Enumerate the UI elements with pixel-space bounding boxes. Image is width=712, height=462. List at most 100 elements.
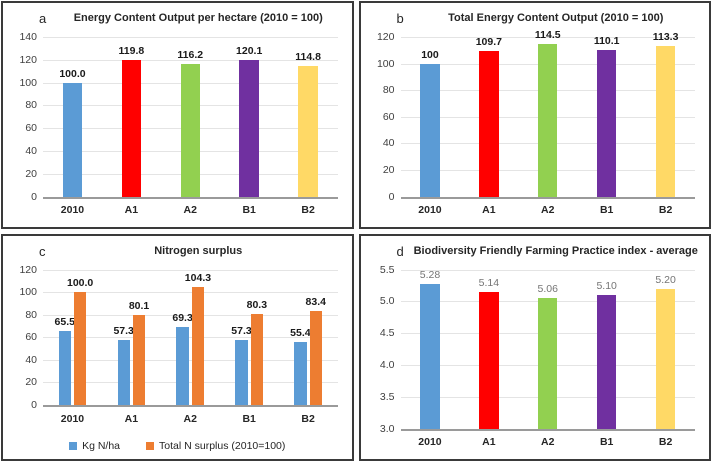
panel-label-b: b (396, 11, 404, 26)
y-axis-tick-label: 80 (382, 84, 395, 97)
bar-value-label: 100.0 (59, 67, 86, 80)
gridline (43, 269, 338, 271)
legend-swatch (146, 442, 155, 450)
bar-Biodiversity Friendly Farming Practice index-B2: 5.20 (655, 274, 676, 429)
y-axis-tick-label: 5.0 (379, 295, 395, 308)
x-axis-label-B2: B2 (658, 203, 673, 216)
x-axis-label-B2: B2 (301, 203, 315, 216)
category-slot-B2: 114.8 (279, 37, 338, 197)
y-axis-tick-label: 100 (19, 286, 37, 299)
bar-value-label: 69.3 (172, 311, 193, 324)
bar-value-label: 80.1 (128, 299, 150, 312)
bar-Total N surplus (2010=100)-A1: 80.1 (129, 300, 149, 405)
x-axis-label-A2: A2 (183, 413, 197, 425)
chart-panel-c: c Nitrogen surplus 0 20 40 60 80 100 120 65.5 10… (1, 233, 354, 461)
y-axis-tick-label: 60 (25, 331, 37, 344)
bar-Total Energy Content Output-B2: 113.3 (653, 31, 678, 197)
x-axis-label-B2: B2 (301, 413, 315, 425)
category-slot-2010: 100 (401, 37, 460, 197)
panel-label-a: a (39, 11, 47, 26)
bar-value-label: 5.14 (478, 277, 500, 290)
category-slot-2010: 100.0 (43, 37, 102, 197)
bar-value-label: 5.28 (419, 268, 441, 281)
category-slot-B2: 5.20 (636, 270, 695, 429)
y-axis-tick-label: 3.5 (379, 391, 395, 404)
x-axis-label-A1: A1 (482, 436, 496, 448)
plot-area-d: 3.0 3.5 4.0 4.5 5.0 5.5 5.28 5.14 5.06 5.10 5.20 (380, 264, 695, 435)
chart-title-c: Nitrogen surplus (154, 244, 243, 257)
bar-Total Energy Content Output-2010: 100 (420, 49, 440, 197)
plot-area-c: 0 20 40 60 80 100 120 65.5 100.0 57.3 80.1 69.3 104.… (19, 264, 338, 411)
bar-Energy Content Output per hectare-B2: 114.8 (295, 51, 321, 197)
bar-Kg N/ha-A2: 69.3 (172, 312, 193, 405)
x-axis-labels-d: 2010 A1 A2 B1 B2 (401, 436, 696, 452)
category-slot-A2: 5.06 (518, 270, 577, 429)
x-axis-labels-c: 2010 A1 A2 B1 B2 (43, 413, 338, 429)
x-axis-label-A1: A1 (124, 203, 139, 216)
bar-value-label: 5.06 (537, 282, 558, 295)
gridline (400, 269, 695, 271)
y-axis-tick-label: 4.0 (379, 359, 395, 372)
category-slot-A1: 57.3 80.1 (102, 270, 161, 405)
x-axis-label-B1: B1 (242, 413, 256, 425)
plot-area-b: 0 20 40 60 80 100 120 100 109.7 114.5 110.1 113.3 (377, 29, 696, 203)
y-axis-tick-label: 100 (19, 76, 37, 89)
bar-value-label: 5.20 (655, 273, 676, 286)
category-slot-A2: 114.5 (518, 29, 577, 197)
x-axis-labels-a: 2010 A1 A2 B1 B2 (43, 204, 338, 220)
y-axis-tick-label: 20 (25, 376, 37, 389)
category-slot-B1: 57.3 80.3 (220, 270, 279, 405)
bar-Energy Content Output per hectare-2010: 100.0 (59, 68, 86, 197)
bar-value-label: 57.3 (231, 325, 252, 338)
bar-value-label: 104.3 (184, 272, 212, 285)
bar-Kg N/ha-B1: 57.3 (231, 325, 252, 405)
legend-item-Total N surplus (2010=100): Total N surplus (2010=100) (146, 440, 285, 452)
panel-label-d: d (396, 243, 404, 259)
y-axis-tick-label: 80 (25, 99, 37, 112)
category-slot-B2: 113.3 (636, 31, 695, 197)
legend-label: Total N surplus (2010=100) (159, 440, 286, 452)
gridline (43, 37, 338, 38)
chart-title-d: Biodiversity Friendly Farming Practice i… (413, 244, 698, 257)
y-axis-tick-label: 0 (31, 190, 37, 203)
y-axis-tick-label: 0 (31, 399, 37, 411)
bar-Biodiversity Friendly Farming Practice index-A2: 5.06 (538, 283, 558, 429)
x-axis-label-B1: B1 (599, 436, 614, 448)
bar-Total N surplus (2010=100)-B1: 80.3 (247, 299, 267, 405)
x-axis-label-2010: 2010 (418, 436, 442, 448)
y-axis-tick-label: 120 (376, 31, 395, 43)
bar-Kg N/ha-B2: 55.4 (290, 327, 311, 405)
y-axis-tick-label: 60 (382, 110, 395, 123)
gridline (43, 359, 338, 361)
bar-value-label: 119.8 (118, 45, 145, 58)
bar-value-label: 83.4 (305, 295, 326, 308)
x-axis-label-A1: A1 (482, 203, 496, 216)
bar-value-label: 114.5 (534, 29, 561, 42)
bar-value-label: 55.4 (290, 327, 311, 340)
gridline (43, 382, 338, 384)
bars-layer: 100 109.7 114.5 110.1 113.3 (401, 29, 696, 197)
y-axis-tick-label: 40 (25, 144, 37, 157)
gridline (43, 292, 338, 294)
bar-value-label: 80.3 (246, 299, 268, 312)
legend-c: Kg N/ha Total N surplus (2010=100) (3, 440, 352, 452)
bar-Kg N/ha-A1: 57.3 (113, 325, 134, 405)
x-axis-label-B1: B1 (242, 203, 256, 216)
category-slot-A2: 69.3 104.3 (161, 270, 220, 405)
bar-Biodiversity Friendly Farming Practice index-B1: 5.10 (596, 280, 617, 429)
legend-swatch (69, 442, 78, 450)
x-axis-label-A2: A2 (183, 203, 197, 216)
bar-value-label: 114.8 (295, 50, 321, 63)
x-axis-labels-b: 2010 A1 A2 B1 B2 (401, 204, 696, 220)
bar-value-label: 110.1 (593, 35, 620, 48)
y-axis-tick-label: 140 (19, 31, 37, 43)
bars-layer: 65.5 100.0 57.3 80.1 69.3 104.3 57.3 80.3 55.4 83… (43, 270, 338, 405)
x-axis-label-A2: A2 (541, 436, 555, 448)
chart-panel-d: d Biodiversity Friendly Farming Practice… (358, 233, 711, 461)
x-axis-label-2010: 2010 (60, 413, 85, 425)
category-slot-B1: 5.10 (577, 270, 636, 429)
y-axis-tick-label: 0 (388, 190, 395, 203)
category-slot-A1: 109.7 (459, 36, 518, 197)
x-axis-label-A2: A2 (541, 203, 555, 216)
